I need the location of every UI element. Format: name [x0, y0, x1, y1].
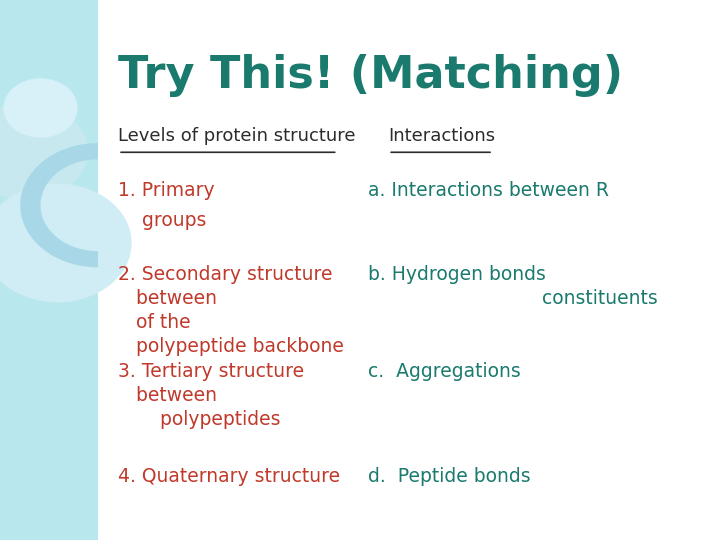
Circle shape	[4, 78, 78, 138]
Text: polypeptides: polypeptides	[118, 410, 281, 429]
Circle shape	[0, 184, 132, 302]
Text: 1. Primary: 1. Primary	[118, 181, 215, 200]
Text: 2. Secondary structure: 2. Secondary structure	[118, 265, 333, 284]
Text: Try This! (Matching): Try This! (Matching)	[118, 54, 624, 97]
Text: between: between	[118, 289, 217, 308]
Text: between: between	[118, 386, 217, 405]
Text: 3. Tertiary structure: 3. Tertiary structure	[118, 362, 305, 381]
Text: a. Interactions between R: a. Interactions between R	[368, 181, 609, 200]
Text: d.  Peptide bonds: d. Peptide bonds	[368, 467, 531, 486]
Text: constituents: constituents	[368, 289, 658, 308]
Text: of the: of the	[118, 313, 191, 332]
Polygon shape	[20, 143, 98, 267]
FancyBboxPatch shape	[0, 0, 98, 540]
Text: c.  Aggregations: c. Aggregations	[368, 362, 521, 381]
Text: Interactions: Interactions	[388, 127, 495, 145]
Circle shape	[0, 103, 88, 200]
Text: b. Hydrogen bonds: b. Hydrogen bonds	[368, 265, 546, 284]
Text: polypeptide backbone: polypeptide backbone	[118, 338, 344, 356]
Text: groups: groups	[118, 211, 207, 229]
Text: 4. Quaternary structure: 4. Quaternary structure	[118, 467, 341, 486]
Text: Levels of protein structure: Levels of protein structure	[118, 127, 356, 145]
